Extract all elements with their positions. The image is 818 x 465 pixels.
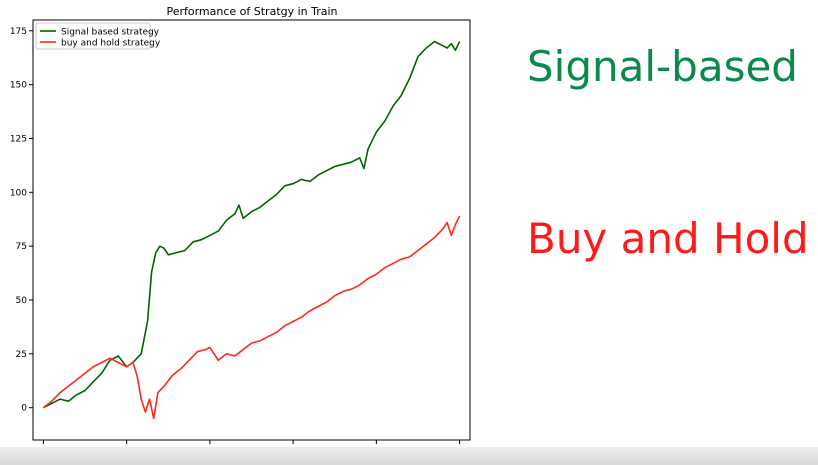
- signal-based-heading: Signal-based: [527, 42, 798, 91]
- legend-box: [35, 22, 151, 50]
- y-tick-label: 150: [10, 81, 27, 91]
- y-tick-label: 100: [10, 188, 27, 198]
- chart-title: Performance of Stratgy in Train: [166, 5, 337, 18]
- y-tick-label: 75: [16, 242, 27, 252]
- y-tick-label: 175: [10, 27, 27, 37]
- buy-and-hold-heading: Buy and Hold: [527, 214, 809, 263]
- y-tick-label: 50: [16, 296, 28, 306]
- series-line-buy-and-hold: [42, 215, 461, 420]
- y-tick-label: 0: [21, 404, 27, 414]
- plot-area: [32, 19, 471, 441]
- y-tick-label: 125: [10, 134, 27, 144]
- legend-label-signal: Signal based strategy: [61, 28, 160, 38]
- legend-label-buy-hold: buy and hold strategy: [61, 39, 161, 49]
- series-line-signal-based: [43, 40, 461, 409]
- legend: Signal based strategy buy and hold strat…: [35, 22, 161, 50]
- y-tick-label: 25: [16, 350, 27, 360]
- bottom-bar: [0, 447, 818, 465]
